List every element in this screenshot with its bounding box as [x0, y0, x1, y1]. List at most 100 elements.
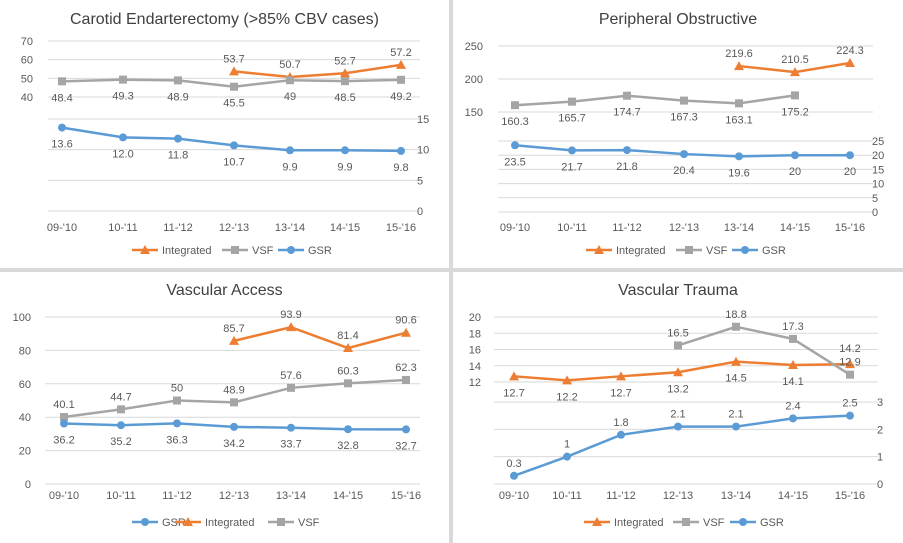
data-label-gsr: 2.5 [842, 398, 857, 410]
series-line-integrated [233, 325, 407, 350]
x-tick-label: 12-'13 [669, 222, 699, 234]
legend-marker-vsf [231, 246, 239, 254]
x-tick-label: 14-'15 [330, 222, 360, 234]
data-label-gsr: 2.4 [785, 400, 800, 412]
chart-title-carotid: Carotid Endarterectomy (>85% CBV cases) [69, 11, 379, 28]
data-label-gsr: 23.5 [504, 156, 525, 168]
legend-marker-gsr [287, 246, 295, 254]
legend-marker-vsf [682, 518, 690, 526]
legend-marker-gsr [739, 518, 747, 526]
y2-tick-label: 2 [877, 424, 883, 436]
data-point-vsf [344, 379, 352, 388]
data-label-integrated: 14.5 [725, 373, 746, 385]
data-point-gsr [735, 152, 743, 161]
data-label-integrated: 13.2 [667, 383, 688, 395]
data-label-vsf: 175.2 [781, 106, 809, 118]
x-tick-label: 12-'13 [663, 490, 693, 502]
data-label-gsr: 9.8 [393, 162, 408, 174]
legend-marker-integrated [140, 245, 150, 254]
data-point-vsf [230, 82, 238, 91]
data-label-gsr: 21.8 [616, 161, 637, 173]
y-tick-label: 50 [21, 73, 33, 85]
x-tick-label: 09-'10 [49, 490, 79, 502]
data-label-gsr: 10.7 [223, 156, 244, 168]
chart-title-vascular-trauma: Vascular Trauma [618, 282, 738, 299]
data-point-gsr [402, 425, 410, 434]
chart-title-peripheral: Peripheral Obstructive [598, 11, 758, 28]
data-label-gsr: 32.8 [337, 440, 358, 452]
data-label-integrated: 57.2 [390, 47, 411, 59]
legend-marker-gsr [741, 246, 749, 254]
chart-svg-peripheral: 150 200 250 0 5 10 15 20 25 09-'10 10-'11 11-'12 12-… [465, 41, 885, 257]
chart-panel-peripheral: Peripheral Obstructive 150 200 250 0 5 10 15 20… [453, 0, 903, 268]
data-point-gsr [680, 150, 688, 159]
y-tick-label: 60 [21, 55, 33, 67]
y2-tick-label: 1 [877, 452, 883, 464]
y-tick-label: 100 [13, 312, 31, 324]
data-point-integrated [229, 66, 239, 76]
data-label-vsf: 48.5 [334, 92, 355, 104]
y-tick-label: 20 [469, 312, 481, 324]
y-tick-label: 0 [25, 479, 31, 491]
x-tick-label: 12-'13 [219, 490, 249, 502]
data-label-integrated: 85.7 [223, 323, 244, 335]
chart-svg-vascular-access: 0 20 40 60 80 100 09-'10 10-'11 11-'12 12-'13 13-'… [13, 309, 421, 529]
data-point-gsr [58, 123, 66, 132]
data-point-vsf [511, 101, 519, 110]
chart-panel-vascular-access: Vascular Access 0 20 40 60 80 100 09-'10 10-'11… [0, 272, 449, 543]
data-point-vsf [732, 322, 740, 331]
y2-tick-label: 10 [872, 179, 884, 191]
data-point-integrated [343, 343, 353, 353]
data-point-integrated [673, 367, 683, 377]
y2-tick-label: 0 [417, 206, 423, 218]
series-line-integrated [233, 63, 402, 79]
data-point-gsr [344, 425, 352, 434]
data-label-vsf: 18.8 [725, 309, 746, 321]
data-label-integrated: 12.7 [503, 387, 524, 399]
data-label-gsr: 9.9 [282, 161, 297, 173]
data-label-integrated: 93.9 [280, 309, 301, 321]
data-label-integrated: 90.6 [395, 315, 416, 327]
data-point-vsf [735, 99, 743, 108]
y-tick-label: 80 [19, 345, 31, 357]
data-label-gsr: 20.4 [673, 165, 694, 177]
data-point-vsf [846, 370, 854, 379]
y-tick-label: 60 [19, 379, 31, 391]
data-point-gsr [287, 423, 295, 432]
data-label-vsf: 45.5 [223, 98, 244, 110]
y2-tick-label: 0 [877, 479, 883, 491]
chart-svg-carotid: 40 50 60 70 0 5 10 15 09-'10 10-'11 11-'12 12-'13 13… [21, 36, 430, 257]
data-point-vsf [117, 405, 125, 414]
y2-tick-label: 20 [872, 150, 884, 162]
legend-label-vsf: VSF [706, 245, 728, 257]
data-label-vsf: 60.3 [337, 365, 358, 377]
data-point-integrated [845, 359, 855, 369]
y2-tick-label: 0 [872, 207, 878, 219]
data-point-gsr [286, 146, 294, 155]
data-label-vsf: 48.9 [167, 91, 188, 103]
y2-tick-label: 5 [417, 175, 423, 187]
y-tick-label: 14 [469, 361, 481, 373]
x-tick-label: 15-'16 [391, 490, 421, 502]
y2-tick-label: 5 [872, 193, 878, 205]
data-point-vsf [173, 396, 181, 405]
x-tick-label: 13-'14 [721, 490, 751, 502]
x-tick-label: 14-'15 [780, 222, 810, 234]
data-label-vsf: 165.7 [558, 113, 586, 125]
data-label-integrated: 224.3 [836, 45, 864, 57]
data-point-gsr [230, 422, 238, 431]
data-label-integrated: 12.2 [556, 391, 577, 403]
data-label-vsf: 160.3 [501, 116, 529, 128]
chart-title-vascular-access: Vascular Access [166, 282, 283, 299]
data-point-integrated [845, 57, 855, 67]
legend-label-gsr: GSR [308, 245, 332, 257]
x-tick-label: 10-'11 [106, 490, 135, 502]
data-point-vsf [230, 398, 238, 407]
data-label-vsf: 57.6 [280, 370, 301, 382]
data-label-integrated: 219.6 [725, 48, 753, 60]
data-point-gsr [623, 146, 631, 155]
data-label-vsf: 12.9 [839, 357, 860, 369]
data-label-vsf: 48.4 [51, 92, 72, 104]
data-point-vsf [287, 383, 295, 392]
data-label-gsr: 34.2 [223, 438, 244, 450]
